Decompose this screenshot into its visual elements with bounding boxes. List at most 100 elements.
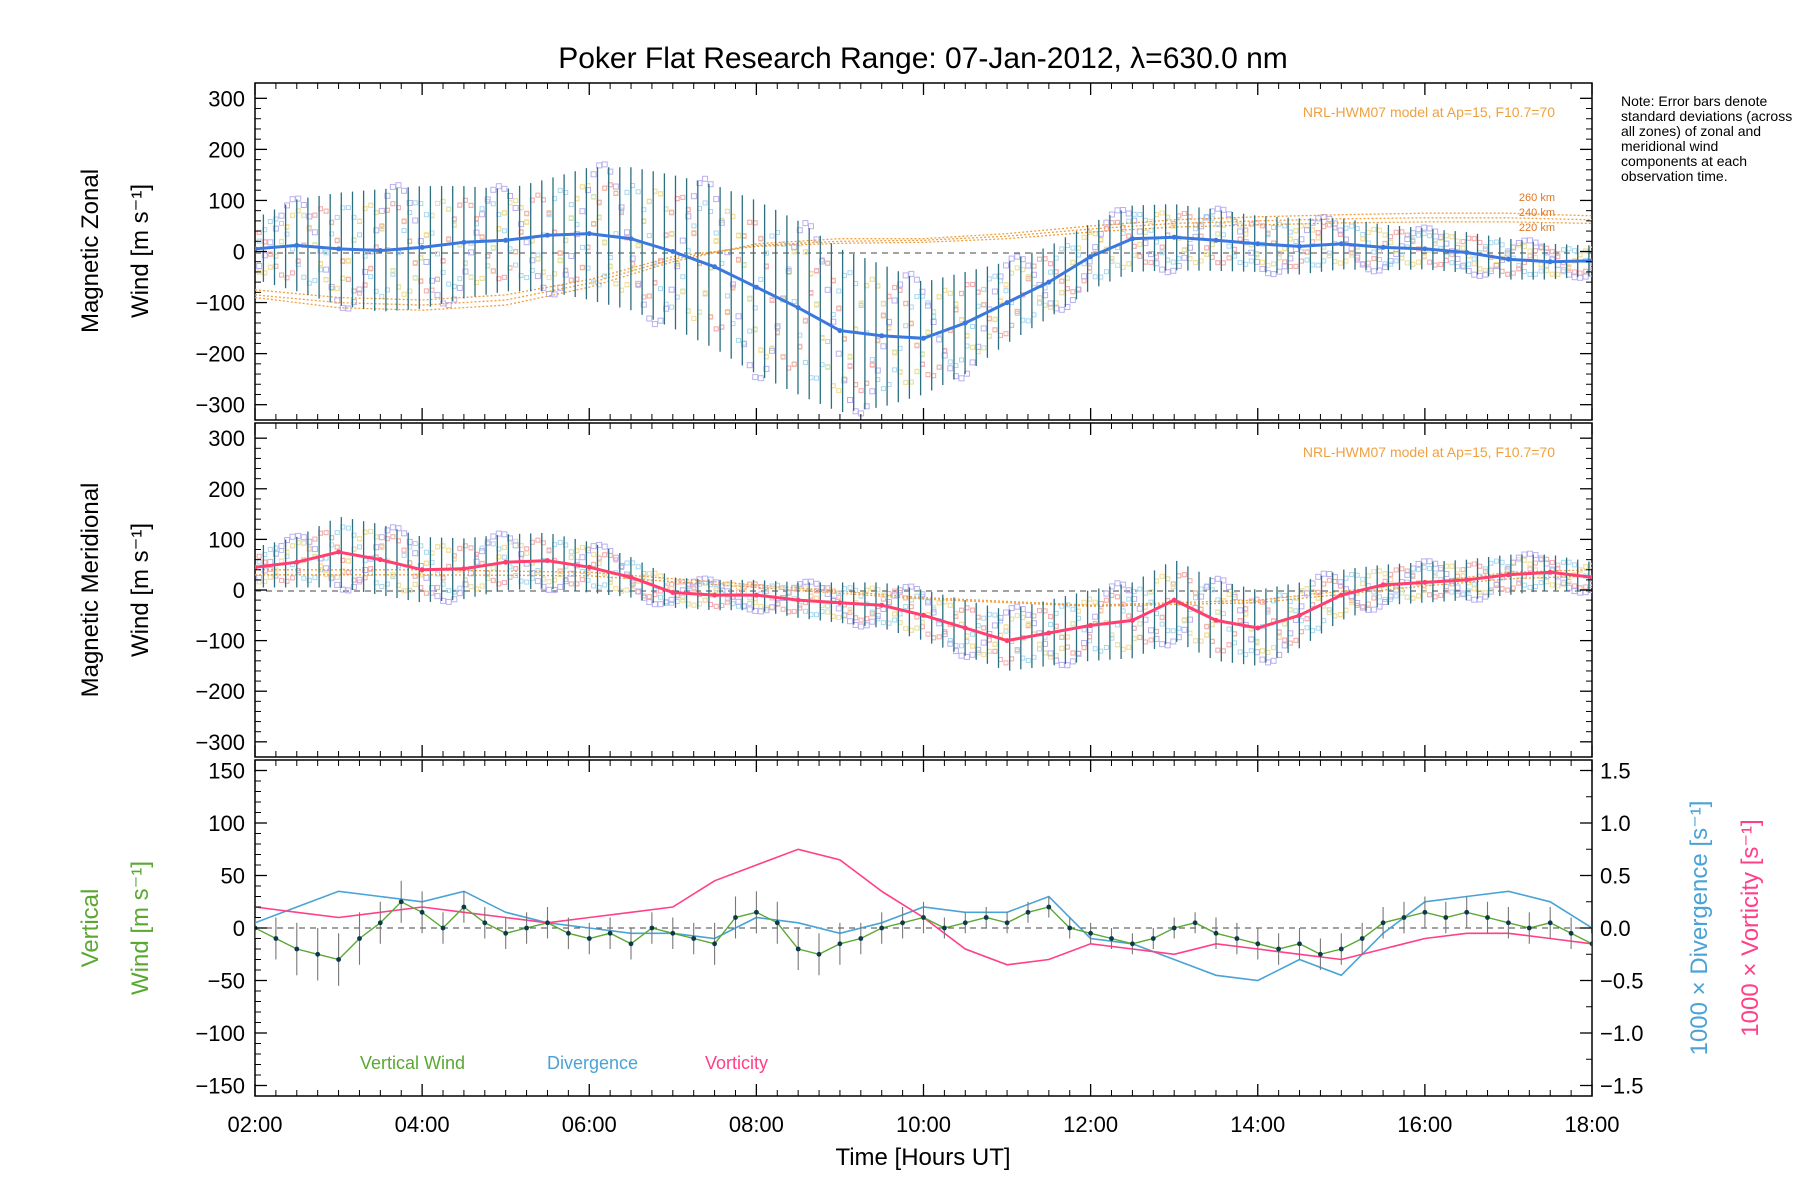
zone-estimate-marker: [657, 317, 664, 324]
zone-estimate-marker: [869, 585, 875, 591]
zone-estimate-marker: [1248, 636, 1255, 643]
zone-estimate-marker: [1571, 274, 1578, 281]
zone-estimate-marker: [1538, 262, 1544, 268]
zone-estimate-marker: [1538, 555, 1545, 562]
zone-estimate-marker: [451, 596, 458, 603]
zone-estimate-marker: [1371, 249, 1377, 255]
zone-estimate-marker: [368, 202, 374, 208]
vertical-wind-point: [816, 951, 822, 957]
zone-estimate-marker: [495, 183, 502, 190]
vertical-wind-point: [1109, 936, 1114, 941]
zone-estimate-marker: [1108, 211, 1115, 218]
zone-estimate-marker: [1371, 569, 1377, 574]
zone-estimate-marker: [897, 587, 904, 594]
zone-estimate-marker: [1293, 595, 1299, 601]
zone-estimate-marker: [1310, 628, 1316, 634]
mean-wind-point: [1004, 638, 1010, 644]
zone-estimate-marker: [981, 652, 987, 657]
zone-estimate-marker: [1404, 236, 1411, 243]
zone-estimate-marker: [835, 605, 842, 612]
zone-estimate-marker: [1081, 599, 1087, 605]
zone-estimate-marker: [462, 581, 469, 588]
zone-estimate-marker: [1521, 551, 1528, 558]
zone-estimate-marker: [629, 580, 636, 587]
vertical-wind-point: [1171, 925, 1177, 931]
zone-estimate-marker: [1293, 228, 1299, 234]
zone-estimate-marker: [306, 538, 313, 545]
mean-wind-point: [795, 597, 801, 603]
zone-estimate-marker: [507, 535, 513, 542]
zone-estimate-marker: [1538, 580, 1544, 586]
zone-estimate-marker: [1415, 560, 1422, 567]
zone-estimate-marker: [412, 200, 418, 206]
zone-estimate-marker: [579, 544, 585, 550]
zone-estimate-marker: [674, 263, 681, 270]
zone-estimate-marker: [1499, 242, 1505, 248]
zone-estimate-marker: [1437, 565, 1444, 572]
zone-estimate-marker: [624, 229, 630, 236]
zone-estimate-marker: [546, 275, 552, 280]
zone-estimate-marker: [1092, 613, 1099, 620]
vertical-wind-point: [294, 946, 300, 952]
zone-estimate-marker: [814, 612, 819, 618]
zone-estimate-marker: [780, 354, 786, 360]
vertical-wind-point: [440, 925, 446, 931]
zone-estimate-marker: [534, 273, 541, 280]
mean-wind-point: [255, 246, 258, 252]
zone-estimate-marker: [390, 534, 396, 540]
zone-estimate-marker: [1003, 660, 1009, 666]
zone-estimate-marker: [713, 603, 719, 609]
zone-estimate-marker: [1315, 230, 1321, 235]
mean-wind-point: [712, 592, 718, 598]
mean-wind-point: [1255, 625, 1261, 631]
zone-estimate-marker: [747, 296, 753, 302]
zone-estimate-marker: [1025, 262, 1032, 269]
zone-estimate-marker: [914, 343, 920, 349]
vertical-wind-point: [1526, 925, 1532, 931]
zone-estimate-marker: [1014, 613, 1020, 619]
zone-estimate-marker: [1343, 225, 1349, 231]
vertical-wind-point: [879, 925, 885, 931]
zone-estimate-marker: [1371, 226, 1377, 232]
zone-estimate-marker: [690, 193, 697, 200]
zone-estimate-marker: [713, 603, 719, 609]
zone-estimate-marker: [1371, 569, 1377, 574]
zone-estimate-marker: [1271, 225, 1277, 230]
zone-estimate-marker: [814, 268, 819, 273]
zone-estimate-marker: [947, 365, 954, 372]
zone-estimate-marker: [1126, 644, 1132, 650]
zone-estimate-marker: [401, 219, 407, 225]
zone-estimate-marker: [1237, 228, 1244, 235]
zone-estimate-marker: [914, 294, 920, 300]
zone-estimate-marker: [1181, 254, 1188, 261]
zone-estimate-marker: [1360, 580, 1366, 586]
zone-estimate-marker: [1070, 620, 1076, 626]
zone-estimate-marker: [847, 585, 853, 591]
vertical-wind-point: [357, 936, 362, 941]
zone-estimate-marker: [368, 202, 374, 208]
zone-estimate-marker: [1432, 594, 1438, 600]
zone-estimate-marker: [540, 583, 547, 590]
zone-estimate-marker: [1136, 605, 1143, 612]
y-tick-label: 200: [208, 137, 245, 162]
mean-wind-point: [1380, 244, 1386, 250]
vertical-wind-point: [691, 936, 697, 941]
zone-estimate-marker: [914, 593, 920, 599]
zone-estimate-marker: [707, 181, 714, 188]
zone-estimate-marker: [345, 257, 351, 263]
zone-estimate-marker: [1443, 233, 1449, 239]
zone-estimate-marker: [1008, 605, 1015, 612]
zone-estimate-marker: [468, 545, 474, 551]
zone-estimate-marker: [1421, 564, 1427, 570]
zone-estimate-marker: [1159, 250, 1165, 256]
zone-estimate-marker: [696, 576, 703, 583]
zone-estimate-marker: [513, 573, 519, 579]
zone-estimate-marker: [1516, 580, 1522, 586]
zone-estimate-marker: [1321, 618, 1327, 624]
zone-estimate-marker: [1533, 584, 1538, 589]
zone-estimate-marker: [925, 631, 931, 637]
zone-estimate-marker: [1037, 608, 1042, 614]
zone-estimate-marker: [1326, 577, 1332, 583]
vertical-wind-point: [1130, 941, 1135, 947]
zone-estimate-marker: [1304, 625, 1310, 631]
